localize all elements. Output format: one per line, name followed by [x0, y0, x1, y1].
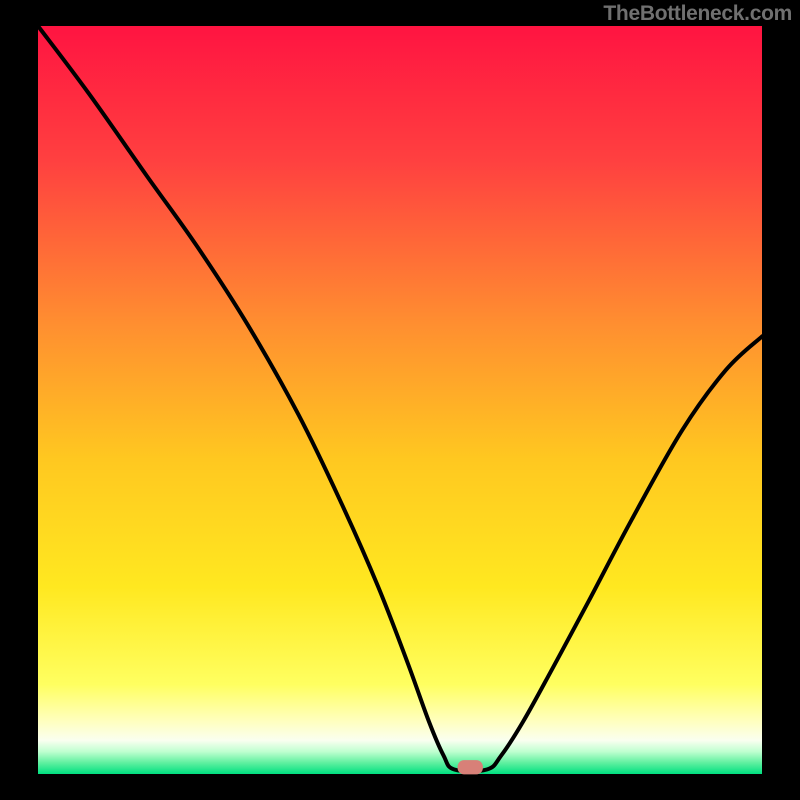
plot-border-left [0, 0, 38, 800]
plot-border-right [762, 0, 800, 800]
bottleneck-chart [0, 0, 800, 800]
gradient-background [38, 26, 762, 774]
bottleneck-marker [458, 760, 483, 774]
plot-border-bottom [0, 774, 800, 800]
watermark-text: TheBottleneck.com [603, 2, 792, 26]
